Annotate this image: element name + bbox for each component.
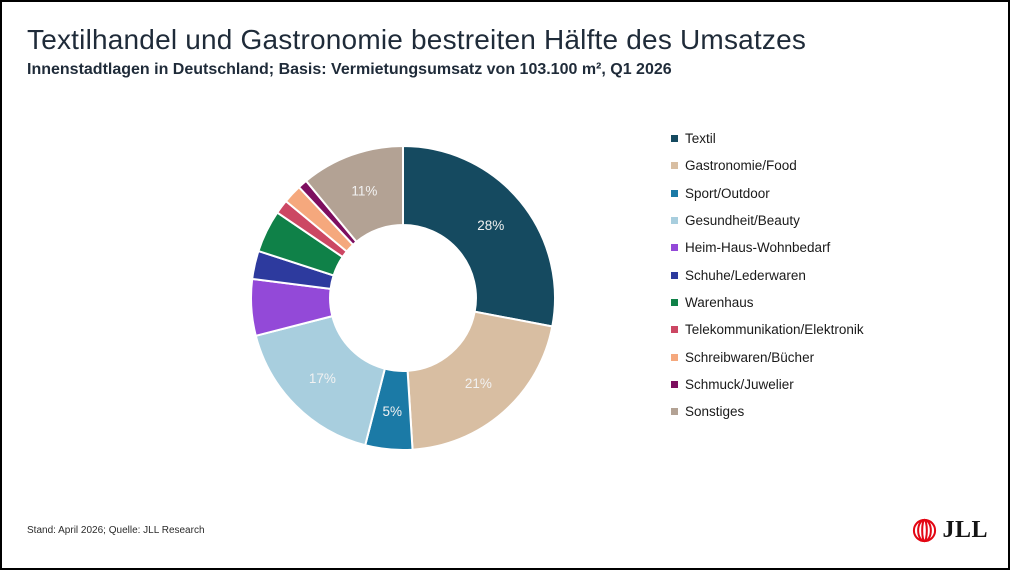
legend-label: Schmuck/Juwelier <box>685 376 794 392</box>
legend-swatch-icon <box>671 135 678 143</box>
legend-item-schmuck-juwelier: Schmuck/Juwelier <box>671 371 864 398</box>
legend-swatch-icon <box>671 380 678 388</box>
legend-item-gastronomie-food: Gastronomie/Food <box>671 152 864 179</box>
legend-swatch-icon <box>671 326 678 334</box>
jll-logo: JLL <box>912 517 988 544</box>
legend-swatch-icon <box>671 353 678 361</box>
legend-item-heim-haus-wohnbedarf: Heim-Haus-Wohnbedarf <box>671 234 864 261</box>
donut-segment-textil <box>402 144 556 328</box>
segment-value-label-gastronomie-food: 21% <box>465 376 492 391</box>
legend-label: Warenhaus <box>685 294 754 310</box>
legend-swatch-icon <box>671 162 678 170</box>
legend-swatch-icon <box>671 244 678 252</box>
legend-item-schreibwaren-b-cher: Schreibwaren/Bücher <box>671 343 864 370</box>
legend-swatch-icon <box>671 217 678 225</box>
segment-value-label-sport-outdoor: 5% <box>383 404 403 419</box>
donut-segment-gastronomie-food <box>406 310 554 451</box>
chart-legend: Textil Gastronomie/Food Sport/Outdoor Gesun… <box>671 125 864 425</box>
segment-value-label-sonstiges: 11% <box>351 183 377 198</box>
legend-label: Gastronomie/Food <box>685 158 797 174</box>
legend-label: Schuhe/Lederwaren <box>685 267 806 283</box>
legend-item-sport-outdoor: Sport/Outdoor <box>671 180 864 207</box>
chart-header: Textilhandel und Gastronomie bestreiten … <box>27 24 987 79</box>
segment-value-label-textil: 28% <box>477 218 504 233</box>
legend-swatch-icon <box>671 408 678 416</box>
legend-item-schuhe-lederwaren: Schuhe/Lederwaren <box>671 261 864 288</box>
source-note: Stand: April 2026; Quelle: JLL Research <box>27 525 205 536</box>
jll-logo-text: JLL <box>942 517 988 543</box>
legend-label: Sport/Outdoor <box>685 185 770 201</box>
legend-label: Gesundheit/Beauty <box>685 213 800 229</box>
legend-label: Heim-Haus-Wohnbedarf <box>685 240 831 256</box>
jll-globe-icon <box>913 518 937 543</box>
legend-swatch-icon <box>671 271 678 279</box>
legend-swatch-icon <box>671 189 678 197</box>
donut-segment-sonstiges <box>304 144 404 244</box>
legend-item-warenhaus: Warenhaus <box>671 289 864 316</box>
chart-title: Textilhandel und Gastronomie bestreiten … <box>27 24 807 55</box>
legend-label: Textil <box>685 131 716 147</box>
donut-segment-gesundheit-beauty <box>254 314 387 447</box>
legend-item-gesundheit-beauty: Gesundheit/Beauty <box>671 207 864 234</box>
legend-label: Telekommunikation/Elektronik <box>685 322 864 338</box>
chart-subtitle: Innenstadtlagen in Deutschland; Basis: V… <box>27 61 672 79</box>
legend-swatch-icon <box>671 298 678 306</box>
legend-item-textil: Textil <box>671 125 864 152</box>
legend-item-sonstiges: Sonstiges <box>671 398 864 425</box>
legend-label: Sonstiges <box>685 404 745 420</box>
legend-label: Schreibwaren/Bücher <box>685 349 815 365</box>
segment-value-label-gesundheit-beauty: 17% <box>309 371 336 386</box>
legend-item-telekommunikation-elektronik: Telekommunikation/Elektronik <box>671 316 864 343</box>
donut-chart: 28% 21% 5% 17% 11% <box>250 144 556 451</box>
